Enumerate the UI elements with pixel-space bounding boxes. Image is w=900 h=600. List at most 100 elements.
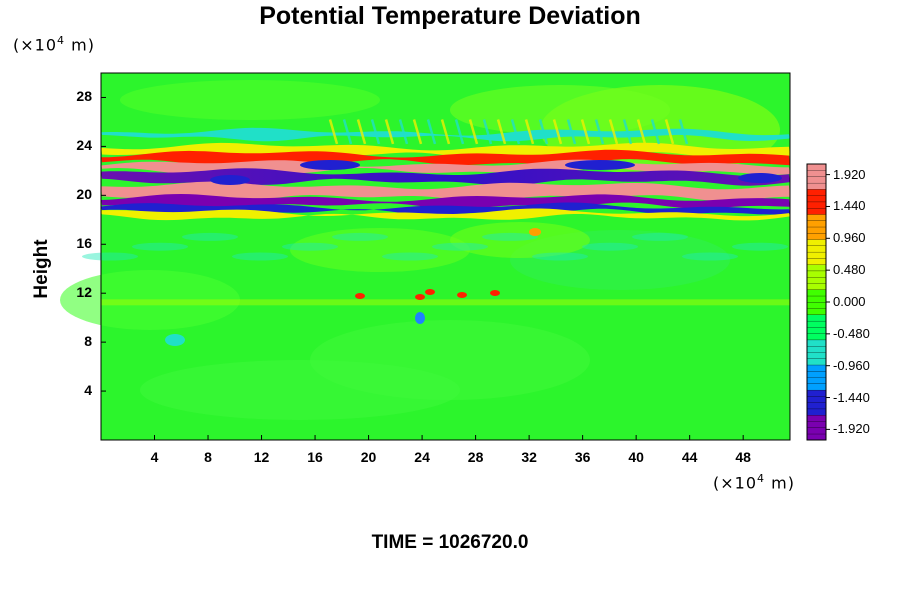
colorbar-swatch xyxy=(806,301,827,309)
x-axis-unit: (×104 m) xyxy=(713,472,795,493)
gravity-wave-ripple xyxy=(384,119,395,145)
cyan-streak xyxy=(582,242,638,251)
y-tick-label: 16 xyxy=(76,235,92,252)
gravity-wave-ripple xyxy=(496,119,507,145)
colorbar-tick-label: 0.480 xyxy=(833,262,866,278)
blue-blob xyxy=(210,175,250,185)
cyan-streak xyxy=(432,242,488,251)
y-axis-unit: (×104 m) xyxy=(13,34,95,55)
x-tick-label: 12 xyxy=(253,449,270,465)
blue-lower-layer xyxy=(101,202,790,216)
colorbar-swatch xyxy=(806,188,827,196)
colorbar-tick-label: -1.440 xyxy=(833,389,870,405)
gravity-wave-ripple xyxy=(524,119,535,145)
colorbar-swatch xyxy=(806,195,827,203)
x-tick-label: 36 xyxy=(574,449,591,465)
colorbar-swatch xyxy=(806,433,827,441)
colorbar-swatch xyxy=(806,220,827,228)
texture-patch xyxy=(120,80,380,120)
colorbar-swatch xyxy=(806,182,827,190)
cyan-streak xyxy=(282,242,338,251)
purple-lower-layer xyxy=(101,194,790,210)
x-tick-label: 8 xyxy=(204,449,212,465)
gravity-wave-ripple xyxy=(594,119,605,145)
cyan-streak xyxy=(132,242,188,251)
gravity-wave-ripple xyxy=(468,119,479,145)
colorbar-swatch xyxy=(806,163,827,171)
time-label: TIME = 1026720.0 xyxy=(371,532,529,553)
colorbar-swatch xyxy=(806,314,827,322)
gravity-wave-ripple xyxy=(412,119,423,145)
colorbar-swatch xyxy=(806,326,827,334)
cyan-streak xyxy=(632,232,688,241)
colorbar-swatch xyxy=(806,383,827,391)
cyan-streak xyxy=(732,242,788,251)
colorbar-swatch xyxy=(806,270,827,278)
colorbar-swatch xyxy=(806,408,827,416)
red-speck xyxy=(457,292,467,298)
colorbar-swatch xyxy=(806,427,827,435)
yellow-lower-layer xyxy=(101,208,790,221)
gravity-wave-ripple xyxy=(664,119,675,145)
red-speck xyxy=(355,293,365,299)
texture-patch xyxy=(450,85,670,135)
x-tick-label: 44 xyxy=(681,449,698,465)
colorbar-swatch xyxy=(806,239,827,246)
colorbar-swatch xyxy=(806,414,827,422)
colorbar-tick-label: 1.920 xyxy=(833,166,866,182)
gravity-wave-ripple xyxy=(454,119,465,145)
y-tick-label: 8 xyxy=(84,333,92,350)
colorbar-swatch xyxy=(806,257,827,265)
x-tick-label: 28 xyxy=(467,449,484,465)
colorbar-swatch xyxy=(806,333,827,341)
colorbar-tick-label: 1.440 xyxy=(833,198,866,214)
cyan-streak xyxy=(382,252,438,261)
cyan-streak xyxy=(232,252,288,261)
gravity-wave-ripple xyxy=(622,119,633,145)
colorbar-swatch xyxy=(806,358,827,366)
colorbar-tick-label: 0.000 xyxy=(833,294,866,309)
yellow-band xyxy=(101,299,790,306)
y-tick-label: 12 xyxy=(76,284,92,301)
colorbar-swatch xyxy=(806,320,827,328)
gravity-wave-ripple xyxy=(678,119,689,145)
colorbar-tick-label: -1.920 xyxy=(833,421,870,437)
x-tick-label: 16 xyxy=(307,449,323,465)
gravity-wave-ripple xyxy=(552,119,563,145)
purple-upper-layer xyxy=(101,168,790,186)
gravity-wave-ripple xyxy=(342,119,353,145)
x-tick-label: 24 xyxy=(414,449,430,465)
colorbar-tick-label: -0.480 xyxy=(833,325,870,341)
gravity-wave-ripple xyxy=(580,119,591,145)
colorbar-swatch xyxy=(806,289,827,297)
gravity-wave-ripple xyxy=(538,119,549,145)
colorbar-swatch xyxy=(806,295,827,303)
colorbar-swatch xyxy=(806,402,827,410)
colorbar-tick-label: 0.960 xyxy=(833,230,866,246)
x-tick-label: 4 xyxy=(150,449,159,465)
cyan-streak xyxy=(82,252,138,261)
colorbar-swatch xyxy=(806,201,827,209)
gravity-wave-ripple xyxy=(650,119,661,145)
colorbar-swatch xyxy=(806,276,827,284)
colorbar-swatch xyxy=(806,214,827,221)
colorbar-swatch xyxy=(806,395,827,403)
colorbar-swatch xyxy=(806,251,827,259)
axis-ticks xyxy=(101,96,744,440)
colorbar-swatch xyxy=(806,176,827,184)
cyan-streak xyxy=(182,232,238,241)
colorbar-swatch xyxy=(806,283,827,290)
colorbar-swatch xyxy=(806,308,827,315)
gravity-wave-ripple xyxy=(510,119,521,145)
cyan-streak xyxy=(682,252,738,261)
colorbar-swatch xyxy=(806,339,827,347)
gravity-wave-ripple xyxy=(482,119,493,145)
colorbar xyxy=(806,163,830,441)
gravity-wave-ripple xyxy=(356,119,367,145)
gravity-wave-ripple xyxy=(636,119,647,145)
colorbar-swatch xyxy=(806,207,827,215)
blue-speck xyxy=(415,312,425,324)
y-tick-label: 24 xyxy=(76,137,92,154)
blue-blob xyxy=(300,160,360,170)
